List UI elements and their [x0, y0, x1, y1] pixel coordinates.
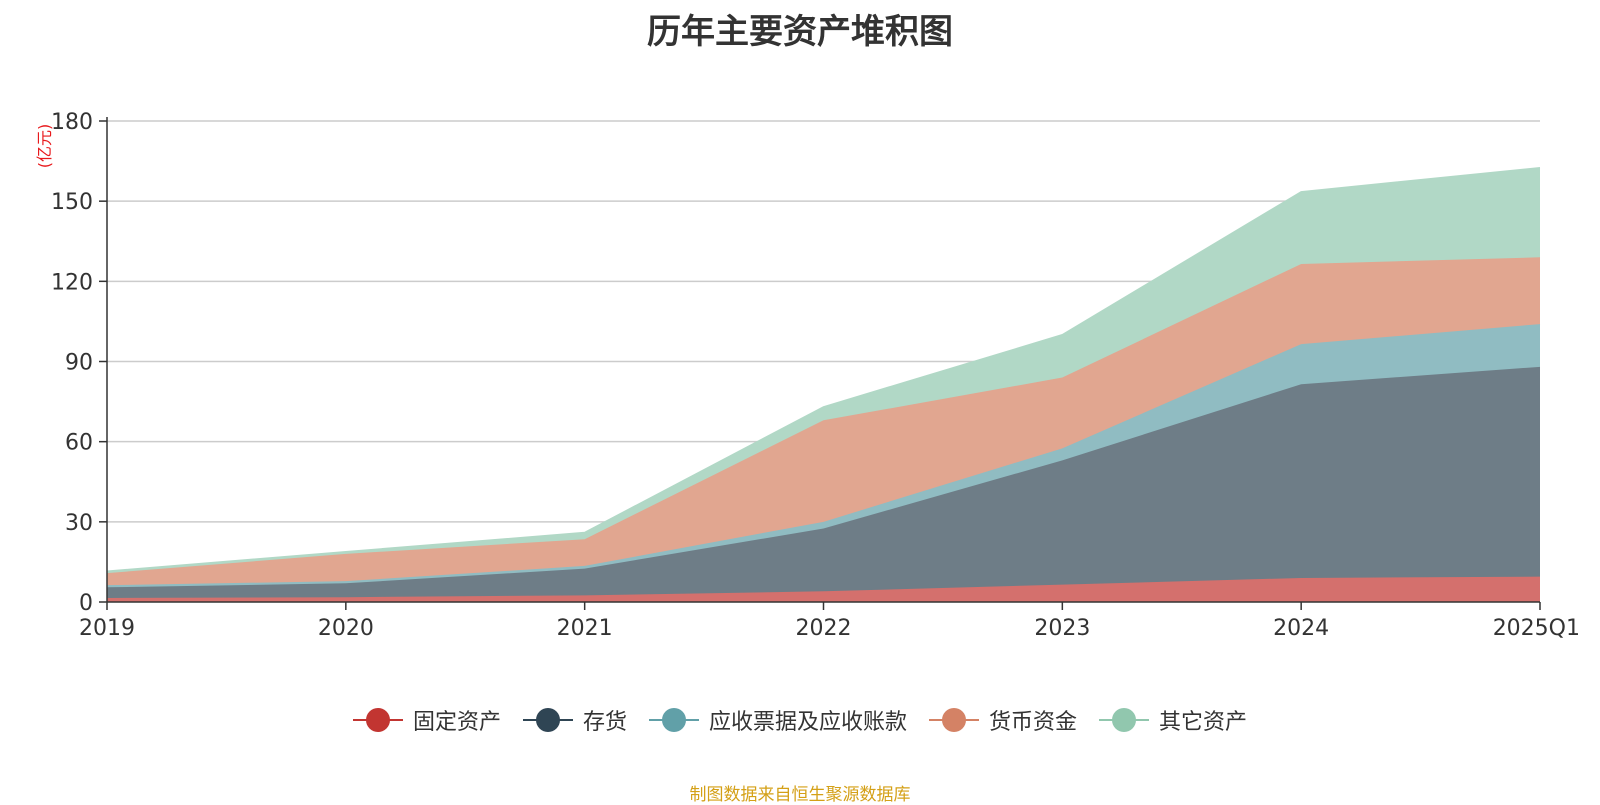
y-tick-label: 180: [51, 110, 93, 135]
y-tick-label: 30: [65, 511, 93, 536]
legend-item[interactable]: 固定资产: [352, 704, 501, 736]
legend-marker-icon: [1099, 707, 1150, 733]
x-tick-label: 2025Q1: [1493, 616, 1580, 641]
x-tick-label: 2021: [557, 616, 613, 641]
area-series-2: [107, 366, 1540, 598]
y-tick-label: 90: [65, 351, 93, 376]
x-tick-label: 2022: [796, 616, 852, 641]
legend-marker-icon: [648, 707, 699, 733]
x-tick-label: 2024: [1273, 616, 1329, 641]
legend-marker-icon: [352, 707, 403, 733]
legend-item[interactable]: 货币资金: [929, 704, 1077, 736]
area-series-1: [107, 576, 1540, 602]
axes: 0 30 60 90 120 150 180 2019 2020 2021 2022 2023 2024…: [51, 110, 1580, 641]
legend-label: 货币资金: [989, 710, 1078, 735]
area-series: [106, 167, 1541, 602]
legend-label: 存货: [582, 710, 627, 735]
area-series-3: [107, 324, 1540, 588]
y-tick-label: 60: [65, 431, 93, 456]
legend-item[interactable]: 存货: [522, 704, 627, 736]
legend-label: 应收票据及应收账款: [708, 710, 907, 735]
area-series-5: [107, 167, 1540, 574]
x-tick-label: 2019: [79, 616, 135, 641]
y-axis-unit-label: (亿元): [35, 124, 54, 169]
legend-label: 固定资产: [412, 710, 501, 735]
legend: 固定资产 存货 应收票据及应收账款 货币资金 其它资产: [0, 704, 1600, 736]
legend-marker-icon: [522, 707, 573, 733]
y-tick-label: 120: [51, 270, 93, 295]
area-series-4: [107, 257, 1540, 586]
x-tick-label: 2020: [318, 616, 374, 641]
legend-marker-icon: [929, 707, 979, 733]
y-tick-label: 0: [79, 591, 93, 616]
y-tick-label: 150: [51, 190, 93, 215]
chart-title: 历年主要资产堆积图: [647, 12, 953, 52]
legend-item[interactable]: 其它资产: [1099, 704, 1247, 736]
legend-label: 其它资产: [1159, 710, 1248, 735]
legend-item[interactable]: 应收票据及应收账款: [648, 704, 907, 736]
source-note: 制图数据来自恒生聚源数据库: [689, 785, 911, 805]
x-tick-label: 2023: [1034, 616, 1090, 641]
series-line-5: [106, 167, 1541, 573]
